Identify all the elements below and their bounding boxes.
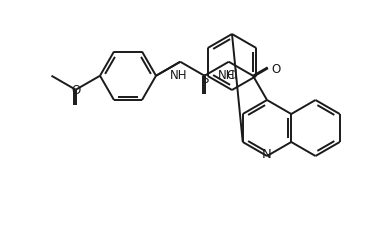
Text: S: S xyxy=(201,73,208,86)
Text: Cl: Cl xyxy=(226,69,238,82)
Text: NH: NH xyxy=(169,69,187,82)
Text: NH: NH xyxy=(218,69,235,82)
Text: O: O xyxy=(271,63,281,76)
Text: N: N xyxy=(262,148,272,161)
Text: O: O xyxy=(71,84,80,97)
